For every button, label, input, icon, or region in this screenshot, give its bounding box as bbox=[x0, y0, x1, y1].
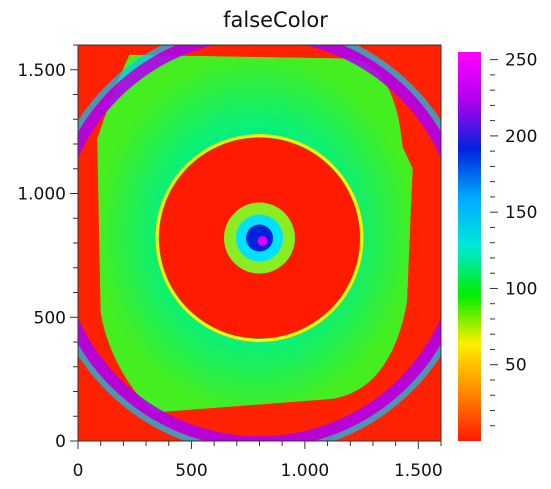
colorbar-tick-label: 150 bbox=[505, 203, 537, 223]
colorbar-tick-label: 100 bbox=[505, 279, 537, 299]
x-tick-label: 1.000 bbox=[281, 461, 330, 481]
chart-title: falseColor bbox=[223, 8, 328, 32]
x-tick-label: 1.500 bbox=[394, 461, 443, 481]
heatmap-center-core bbox=[257, 236, 268, 247]
x-tick-label: 500 bbox=[175, 461, 207, 481]
colorbar-tick-label: 200 bbox=[505, 127, 537, 147]
y-tick-label: 500 bbox=[34, 308, 66, 328]
heatmap-inner-edge bbox=[155, 134, 364, 342]
y-tick-label: 1.000 bbox=[17, 185, 66, 205]
colorbar-tick-label: 250 bbox=[505, 51, 537, 71]
x-tick-label: 0 bbox=[73, 461, 84, 481]
y-tick-label: 1.500 bbox=[17, 61, 66, 81]
colorbar-tick-label: 50 bbox=[505, 356, 527, 376]
colorbar bbox=[458, 52, 481, 441]
y-tick-label: 0 bbox=[55, 432, 66, 452]
